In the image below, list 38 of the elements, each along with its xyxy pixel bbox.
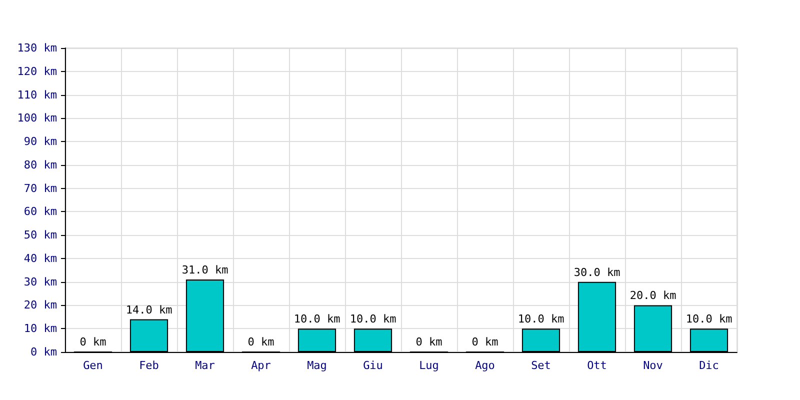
data-label: 0 km <box>80 336 107 348</box>
x-tick-label: Ott <box>587 359 607 372</box>
data-label: 10.0 km <box>350 312 397 326</box>
y-tick-label: 20 km <box>24 298 58 312</box>
y-tick-label: 40 km <box>24 252 58 265</box>
data-label: 10.0 km <box>686 312 733 326</box>
y-tick-label: 60 km <box>24 205 58 218</box>
x-tick-label: Feb <box>139 359 159 372</box>
data-label: 0 km <box>416 336 443 348</box>
data-label: 10.0 km <box>294 312 341 326</box>
x-tick-label: Gen <box>83 359 103 372</box>
x-tick-label: Mar <box>195 359 216 372</box>
data-label: 31.0 km <box>182 264 229 277</box>
x-tick-label: Nov <box>643 359 664 372</box>
data-label: 0 km <box>248 336 275 348</box>
x-tick-label: Ago <box>475 359 495 372</box>
x-tick-label: Dic <box>699 359 719 372</box>
y-tick-label: 10 km <box>24 322 58 336</box>
x-tick-label: Mag <box>307 359 327 372</box>
y-tick-label: 130 km <box>17 42 58 54</box>
y-tick-label: 110 km <box>17 88 58 102</box>
x-tick-label: Set <box>531 359 551 372</box>
data-label: 14.0 km <box>126 303 173 316</box>
y-tick-label: 100 km <box>17 112 58 125</box>
data-label: 10.0 km <box>518 312 565 326</box>
y-tick-label: 70 km <box>24 182 58 195</box>
y-tick-label: 120 km <box>17 64 58 78</box>
x-tick-label: Apr <box>251 359 272 372</box>
data-label: 0 km <box>472 336 499 348</box>
y-tick-label: 80 km <box>24 158 58 172</box>
y-tick-label: 0 km <box>30 346 58 358</box>
x-tick-label: Lug <box>419 359 439 372</box>
y-tick-label: 90 km <box>24 135 58 148</box>
y-tick-label: 30 km <box>24 275 58 288</box>
x-tick-label: Giu <box>363 359 383 372</box>
y-tick-label: 50 km <box>24 228 58 242</box>
data-label: 30.0 km <box>574 266 621 279</box>
data-label: 20.0 km <box>630 289 677 302</box>
